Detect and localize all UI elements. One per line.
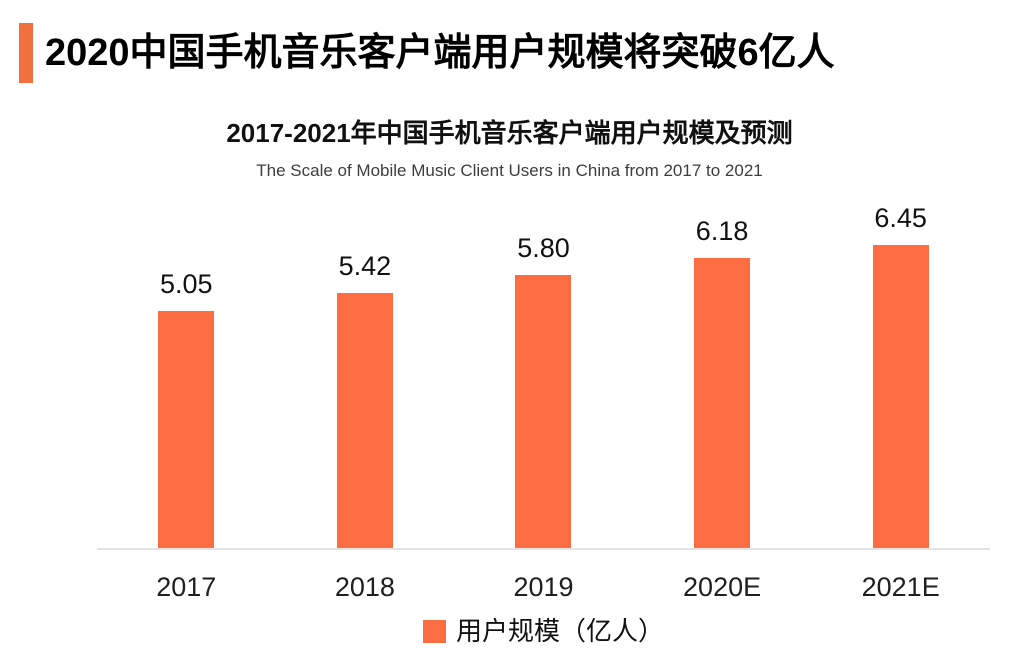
bar-column: 6.45 (811, 205, 990, 548)
bar (158, 311, 215, 548)
legend-label: 用户规模（亿人） (455, 616, 664, 646)
chart-subtitle: The Scale of Mobile Music Client Users i… (256, 161, 763, 180)
legend-marker-icon (422, 619, 446, 643)
plot-area: 5.05 5.42 5.80 6.18 6.45 (97, 200, 990, 550)
title-accent-bar (19, 23, 33, 83)
bar-column: 5.80 (454, 235, 633, 548)
bar-value-label: 6.45 (874, 203, 927, 233)
page-title: 2020中国手机音乐客户端用户规模将突破6亿人 (45, 32, 835, 74)
x-axis-label: 2017 (156, 572, 217, 602)
legend: 用户规模（亿人） (97, 618, 990, 644)
bar (336, 293, 393, 548)
bar-column: 5.05 (97, 271, 276, 548)
bar-value-label: 5.42 (338, 251, 392, 281)
x-axis-label: 2018 (334, 572, 395, 602)
x-axis-label: 2021E (861, 572, 940, 602)
header: 2020中国手机音乐客户端用户规模将突破6亿人 (19, 23, 835, 83)
x-axis-labels: 2017 2018 2019 2020E 2021E (97, 572, 990, 603)
bar-value-label: 5.05 (160, 269, 213, 299)
bar (694, 258, 751, 548)
bar-value-label: 6.18 (695, 216, 749, 246)
bar-column: 6.18 (633, 218, 812, 548)
chart-title: 2017-2021年中国手机音乐客户端用户规模及预测 (226, 118, 793, 148)
x-axis-label: 2020E (683, 572, 762, 602)
bar-value-label: 5.80 (517, 233, 570, 263)
bar (515, 275, 572, 548)
bar (872, 245, 929, 548)
x-axis-label: 2019 (513, 572, 574, 602)
bar-column: 5.42 (276, 253, 455, 548)
